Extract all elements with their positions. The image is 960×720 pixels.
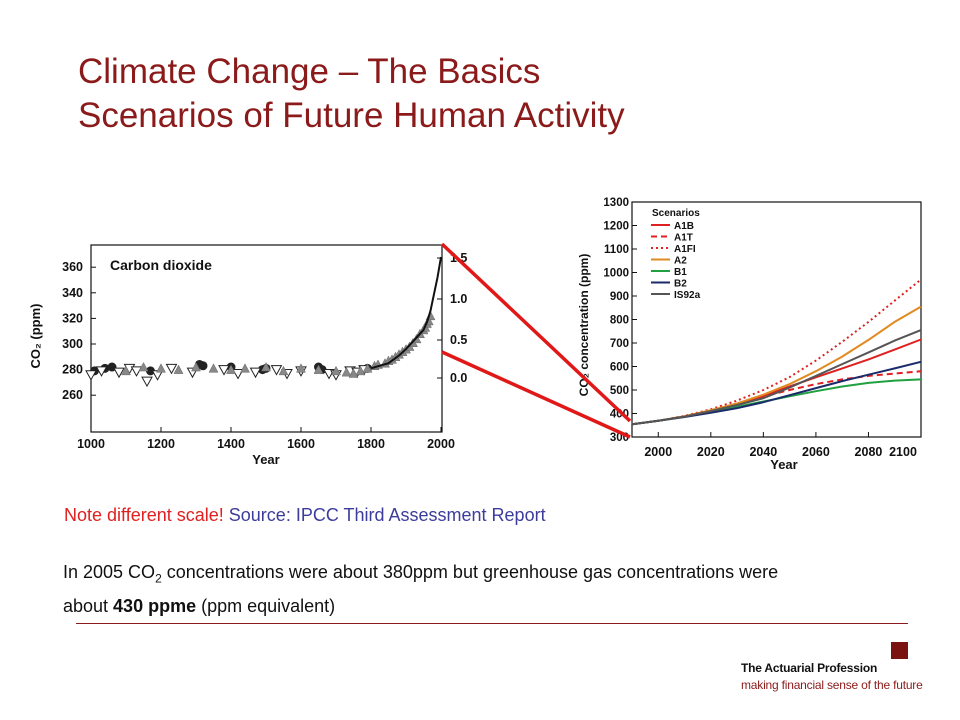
chart1-point-triangle-up — [278, 365, 289, 376]
chart2-ytick-label: 1300 — [603, 197, 629, 209]
chart1-right-tick-label: 0.5 — [450, 333, 467, 347]
chart2-ylabel: CO₂ concentration (ppm) — [577, 254, 591, 397]
scale-connector-bottom — [441, 350, 631, 439]
body-part-2: concentrations were about 380ppm but gre… — [63, 562, 779, 616]
chart1-ytick-label: 280 — [62, 363, 83, 377]
co2-scenarios-chart: 3004005006007008009001000110012001300200… — [577, 197, 922, 472]
chart1-point-circle — [198, 361, 208, 371]
chart1-point-triangle-up — [138, 362, 149, 372]
chart2-xtick-label: 2080 — [855, 445, 883, 459]
chart1-ylabel: CO₂ (ppm) — [28, 304, 43, 369]
body-text: In 2005 CO2 concentrations were about 38… — [63, 559, 823, 620]
chart1-point-circle — [146, 366, 155, 376]
chart2-legend-label: IS92a — [674, 290, 701, 301]
body-part-1: In 2005 CO — [63, 562, 156, 582]
chart2-series-line — [631, 278, 922, 426]
body-subscript: 2 — [155, 571, 162, 586]
chart1-right-tick-label: 1.0 — [450, 292, 467, 306]
chart1-point-triangle-up — [240, 363, 250, 373]
chart2-xtick-label: 2000 — [644, 445, 672, 459]
chart1-title: Carbon dioxide — [110, 257, 212, 273]
chart2-xtick-label: 2040 — [749, 445, 777, 459]
chart2-ytick-label: 700 — [610, 338, 629, 350]
footer-divider — [76, 623, 908, 624]
chart1-ytick-label: 260 — [62, 388, 83, 402]
scale-note: Note different scale! — [64, 505, 224, 525]
chart2-xtick-label: 2020 — [697, 445, 725, 459]
chart1-ytick-label: 340 — [62, 286, 83, 300]
chart2-ytick-label: 1100 — [604, 244, 629, 256]
co2-history-chart: Carbon dioxide 1000 1200 1400 1600 1800 2000 26… — [28, 244, 467, 467]
chart1-point-triangle-down — [95, 366, 108, 377]
chart1-xtick-label: 1800 — [357, 437, 385, 451]
scale-connector-top — [440, 242, 632, 423]
chart1-frame — [90, 244, 443, 433]
chart2-legend-label: A1FI — [674, 244, 696, 255]
chart1-point-triangle-up — [331, 365, 341, 376]
chart1-ytick-label: 320 — [62, 311, 83, 325]
chart2-legend-label: A2 — [674, 256, 687, 267]
chart1-xlabel: Year — [252, 452, 279, 467]
chart1-xtick-label: 1600 — [287, 437, 315, 451]
chart2-xtick-label: 2060 — [802, 445, 830, 459]
chart1-point-triangle-down — [85, 370, 97, 381]
chart1-point-triangle-up — [208, 363, 219, 373]
title-line-2: Scenarios of Future Human Activity — [78, 96, 625, 135]
chart1-point-triangle-down — [218, 365, 230, 376]
slide-title: Climate Change – The Basics Scenarios of… — [78, 50, 625, 138]
chart1-point-triangle-down — [165, 363, 178, 375]
chart1-point-triangle-up — [156, 363, 166, 373]
chart1-xtick-label: 1000 — [77, 437, 105, 451]
chart1-ytick-label: 300 — [62, 337, 83, 351]
chart-note: Note different scale! Source: IPCC Third… — [64, 505, 546, 526]
chart1-xtick-label: 1400 — [217, 437, 245, 451]
body-part-3: (ppm equivalent) — [196, 595, 336, 616]
chart2-ytick-label: 1000 — [603, 268, 629, 280]
chart1-point-triangle-up — [226, 364, 236, 374]
chart1-ytick-label: 360 — [62, 260, 83, 274]
chart2-legend-label: B1 — [674, 267, 687, 278]
chart1-point-triangle-down — [249, 367, 262, 379]
chart1-point-triangle-up — [355, 365, 366, 376]
body-bold-value: 430 ppme — [113, 595, 197, 616]
chart2-ytick-label: 900 — [610, 291, 629, 303]
chart1-point-triangle-up — [121, 365, 131, 376]
chart2-xlabel: Year — [770, 457, 797, 472]
source-note: Source: IPCC Third Assessment Report — [228, 505, 546, 525]
chart1-point-triangle-up — [296, 363, 306, 373]
chart2-ytick-label: 1200 — [603, 221, 629, 233]
chart2-legend-label: A1T — [674, 233, 693, 244]
chart1-series-line — [370, 256, 442, 370]
chart2-legend-label: B2 — [674, 279, 687, 290]
chart2-series-line — [631, 329, 922, 426]
chart1-point-triangle-down — [270, 365, 283, 376]
chart1-point-triangle-up — [313, 364, 324, 374]
chart1-point-triangle-up — [261, 362, 271, 372]
logo-tagline: making financial sense of the future — [741, 678, 923, 692]
logo-name: The Actuarial Profession — [741, 661, 878, 675]
chart1-point-triangle-up — [341, 367, 352, 377]
chart1-right-tick-label: 0.0 — [450, 371, 467, 385]
chart1-point-triangle-up — [362, 363, 373, 373]
chart2-ytick-label: 800 — [610, 315, 629, 327]
title-line-1: Climate Change – The Basics — [78, 52, 541, 91]
chart2-legend-title: Scenarios — [652, 208, 700, 219]
chart1-point-triangle-down — [141, 376, 153, 388]
chart1-xtick-label: 1200 — [147, 437, 175, 451]
chart1-point-triangle-down — [232, 368, 244, 380]
chart2-xtick-label: 2100 — [889, 445, 917, 459]
chart2-ytick-label: 500 — [610, 385, 629, 397]
logo-square-icon — [891, 642, 908, 659]
chart1-point-triangle-down — [113, 367, 125, 379]
chart1-point-triangle-up — [173, 364, 184, 374]
chart1-xtick-label: 2000 — [427, 437, 455, 451]
chart2-legend-label: A1B — [674, 221, 694, 232]
chart1-point-triangle-up — [191, 362, 201, 372]
chart2-ytick-label: 600 — [610, 362, 629, 374]
chart1-point-triangle-down — [130, 366, 143, 377]
chart1-point-triangle-up — [348, 368, 359, 378]
